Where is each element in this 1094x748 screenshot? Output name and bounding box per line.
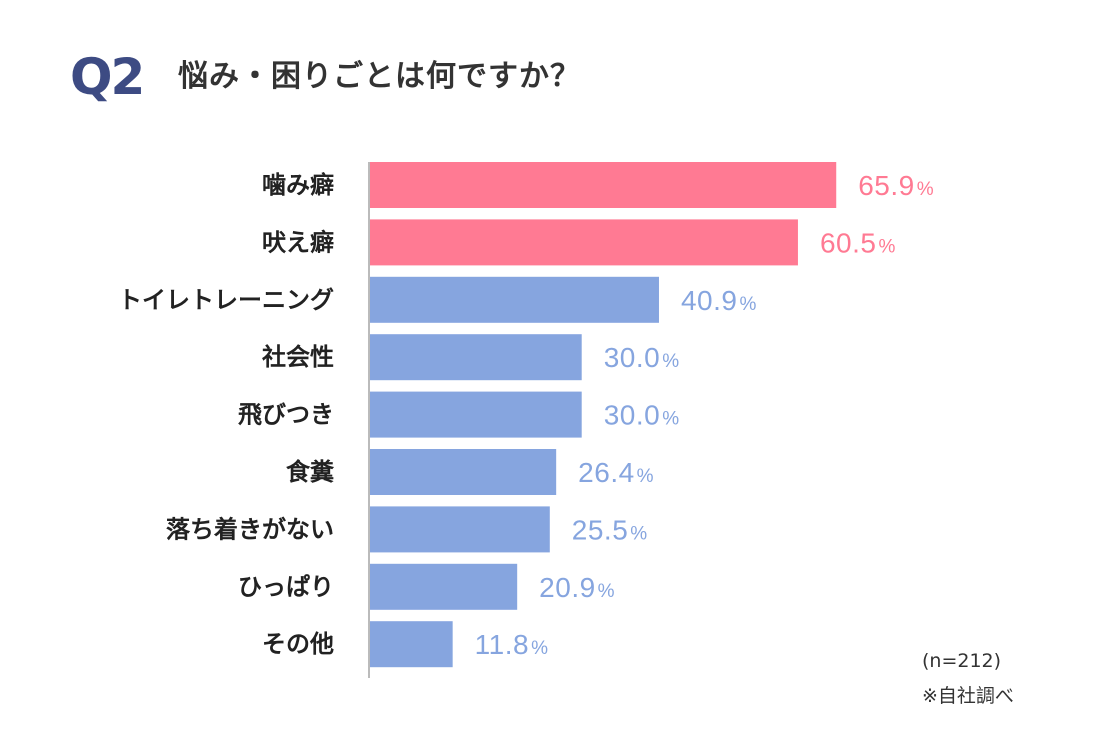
category-label: 落ち着きがない	[166, 515, 334, 543]
value-label: 25.5%	[572, 514, 648, 545]
category-label: トイレトレーニング	[118, 286, 334, 314]
bar-6	[369, 449, 557, 495]
value-label: 20.9%	[539, 572, 615, 603]
question-number: Q2	[70, 48, 145, 106]
bar-5	[369, 391, 582, 438]
value-label: 11.8%	[475, 629, 548, 660]
bar-9	[369, 621, 453, 668]
source-note: ※自社調べ	[922, 685, 1014, 707]
bar-4	[369, 334, 582, 381]
value-label: 30.0%	[604, 342, 680, 373]
category-label: 噛み癖	[262, 171, 334, 199]
bar-2	[369, 219, 798, 266]
value-label: 65.9%	[858, 170, 934, 201]
category-label: 吠え癖	[262, 228, 334, 256]
value-label: 60.5%	[820, 227, 896, 258]
value-label: 26.4%	[578, 457, 654, 488]
bar-7	[369, 506, 550, 553]
category-label: 社会性	[262, 343, 334, 371]
bar-1	[369, 162, 837, 208]
value-label: 40.9%	[681, 285, 757, 316]
chart-title: 悩み・困りごとは何ですか？	[178, 59, 581, 94]
sample-size-note: (n=212)	[922, 650, 1002, 672]
category-label: 食糞	[286, 458, 335, 486]
value-label: 30.0%	[604, 400, 680, 431]
category-label: ひっぱり	[238, 573, 334, 601]
bar-8	[369, 563, 518, 610]
category-label: その他	[262, 630, 334, 658]
category-label: 飛びつき	[238, 401, 334, 429]
bar-3	[369, 276, 659, 323]
